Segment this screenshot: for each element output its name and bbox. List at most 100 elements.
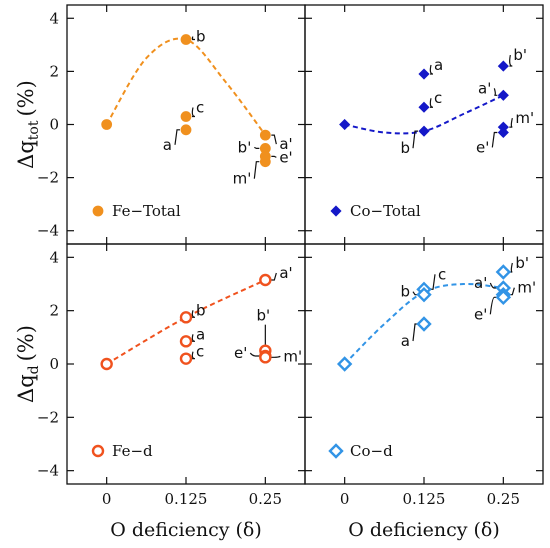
point-co-total-c [418,101,430,113]
label-fe-total-ep: e' [279,148,292,166]
leader-fe-d-c [191,351,196,360]
label-co-d-mp: m' [517,279,536,297]
fit-curve-fe-d [106,279,266,365]
x-tick-label-col0-2: 0.25 [249,490,282,508]
label-co-d-c: c [438,265,446,283]
point-co-total-a [418,68,430,80]
point-fe-total-a [180,124,192,136]
leader-co-d-ap [489,282,498,289]
y-tick-label-row1-3: 2 [49,302,59,320]
leader-co-total-c [429,98,434,108]
label-co-d-a: a [401,332,410,350]
point-fe-d-ap [259,273,272,287]
leader-fe-d-ap [271,272,277,281]
legend-marker-co-d [328,443,344,459]
legend-label-fe-total: Fe−Total [112,202,181,220]
y-tick-label-row1-0: −4 [37,462,59,480]
leader-co-d-ep [489,296,498,315]
leader-co-total-mp [509,118,513,128]
x-tick-label-col1-1: 0.125 [403,490,446,508]
label-fe-d-mp: m' [283,347,302,365]
y-axis-label-row0: Δqtot(%) [14,80,42,169]
leader-fe-total-b [191,36,196,41]
point-fe-total-c [180,111,192,122]
y-axis-label-row1: Δqd(%) [14,325,42,403]
label-co-total-c: c [434,89,442,107]
y-tick-label-row1-1: −2 [37,408,59,426]
label-co-d-b: b [400,283,410,301]
point-co-d-ep [495,289,512,306]
x-axis-label-col1: O deficiency (δ) [348,519,500,541]
y-tick-label-row0-3: 2 [49,62,59,80]
point-fe-d-origin [100,357,113,371]
legends: Fe−Total Co−Total Fe−d Co−d [91,202,421,460]
point-fe-total-origin [101,119,113,130]
y-tick-label-row1-2: 0 [49,355,59,373]
point-fe-total-b [180,34,192,45]
x-axis-label-col0: O deficiency (δ) [110,519,262,541]
point-co-d-bp [495,264,512,280]
point-co-total-ap [497,89,509,101]
leader-co-total-ap [493,88,498,96]
label-co-total-bp: b' [513,46,527,64]
y-tick-label-row0-2: 0 [49,116,59,134]
x-tick-label-col0-0: 0 [102,490,112,508]
point-co-total-origin [339,118,351,131]
panel-frames [66,4,544,485]
label-fe-total-a: a [163,136,172,154]
leader-fe-d-b [191,310,196,318]
point-co-d-a [416,316,432,332]
point-fe-total-ap [259,129,271,141]
leader-fe-d-ep [249,352,260,357]
leader-fe-d-mp [271,355,281,358]
leader-co-d-b [412,291,418,296]
data-points [100,34,512,372]
label-co-total-b: b [400,139,410,157]
legend-marker-fe-d [91,444,105,458]
point-fe-d-c [179,352,193,365]
leader-fe-total-bp [254,146,260,149]
point-co-total-b [418,125,430,137]
label-fe-total-bp: b' [238,138,252,156]
label-co-d-ep: e' [474,305,487,323]
point-co-total-ep [497,126,509,139]
label-co-total-mp: m' [515,109,534,127]
leader-fe-total-c [191,107,196,118]
legend-label-co-d: Co−d [350,442,393,460]
y-tick-label-row0-4: 4 [49,9,59,27]
x-tick-label-col1-2: 0.25 [487,490,520,508]
legend-label-co-total: Co−Total [350,202,421,220]
label-fe-d-ap: a' [279,264,292,282]
leader-co-d-bp [509,262,513,273]
label-co-d-bp: b' [515,254,529,272]
legend-marker-fe-total [92,205,104,217]
legend-label-fe-d: Fe−d [112,442,153,460]
x-tick-label-col0-1: 0.125 [165,490,208,508]
leader-co-d-c [430,274,436,290]
point-fe-d-b [179,311,193,324]
y-tick-label-row0-1: −2 [37,169,59,187]
label-fe-d-c: c [196,343,204,361]
legend-marker-co-total [330,205,342,217]
point-co-total-bp [497,60,509,72]
point-fe-d-a [179,335,193,348]
leader-fe-total-ap [271,134,277,145]
point-fe-d-mp [259,351,272,364]
label-co-total-ep: e' [476,138,489,156]
leader-fe-d-a [191,334,196,342]
leader-fe-total-mp [253,161,260,179]
label-fe-total-mp: m' [233,170,252,188]
leader-co-total-ep [491,131,498,148]
label-co-total-ap: a' [478,79,491,97]
leader-co-d-a [412,323,418,342]
y-tick-label-row1-4: 4 [49,248,59,266]
x-tick-label-col1-0: 0 [340,490,350,508]
point-co-d-origin [336,356,353,372]
point-co-d-b [416,286,432,303]
label-fe-d-b: b [196,301,206,319]
annotation-leaders [174,36,515,360]
leader-co-d-mp [509,287,515,296]
label-fe-d-bp: b' [257,307,271,325]
